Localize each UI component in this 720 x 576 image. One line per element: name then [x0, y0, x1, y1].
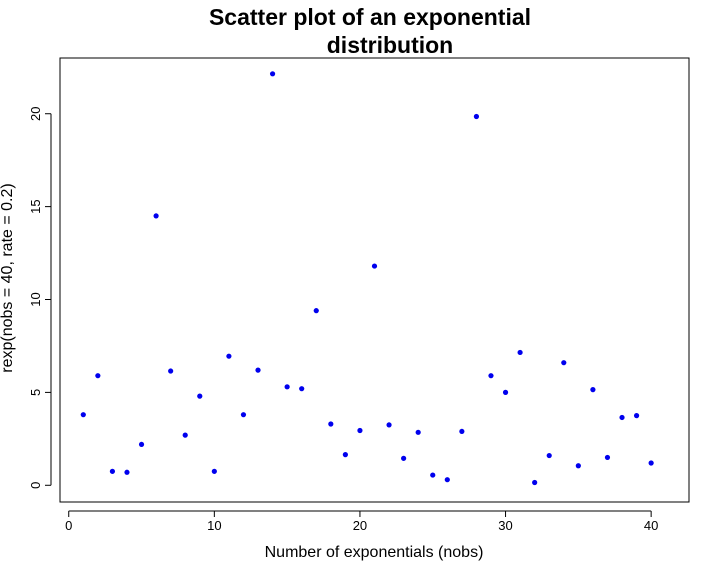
data-point: [561, 360, 567, 366]
x-axis-label: Number of exponentials (nobs): [265, 544, 484, 561]
data-point: [546, 452, 552, 459]
data-point: [342, 452, 348, 458]
data-point: [604, 454, 611, 461]
data-point: [415, 429, 421, 435]
y-axis: 0 5 10 15 20: [28, 106, 52, 489]
data-point: [371, 263, 378, 269]
data-point: [444, 477, 450, 483]
data-point: [284, 384, 290, 390]
data-point: [386, 422, 392, 428]
y-tick-label: 0: [28, 482, 43, 489]
data-point: [124, 469, 130, 475]
data-point: [197, 393, 203, 399]
x-tick-label: 0: [65, 518, 72, 533]
data-point: [532, 479, 538, 486]
data-point: [459, 428, 465, 435]
data-point: [430, 472, 436, 478]
data-point: [473, 113, 480, 120]
data-point: [211, 468, 217, 474]
data-point: [153, 213, 159, 219]
y-tick-label: 10: [28, 292, 43, 306]
chart-title-line-1: Scatter plot of an exponential: [209, 4, 531, 30]
chart-title-line-2: distribution: [327, 32, 453, 58]
data-points: [80, 71, 654, 486]
data-point: [575, 463, 581, 469]
x-tick-label: 20: [353, 518, 367, 533]
data-point: [590, 387, 596, 393]
data-point: [502, 389, 509, 395]
data-point: [619, 414, 625, 421]
x-tick-label: 40: [644, 518, 658, 533]
y-tick-label: 20: [28, 106, 43, 120]
data-point: [240, 412, 247, 418]
x-tick-label: 10: [207, 518, 221, 533]
data-point: [109, 468, 116, 474]
y-tick-label: 5: [28, 389, 43, 396]
data-point: [168, 368, 174, 374]
x-tick-label: 30: [498, 518, 512, 533]
data-point: [80, 412, 86, 418]
data-point: [269, 71, 276, 77]
data-point: [648, 460, 654, 466]
data-point: [299, 386, 305, 392]
data-point: [226, 353, 232, 359]
data-point: [255, 367, 261, 373]
data-point: [313, 308, 319, 314]
y-tick-label: 15: [28, 199, 43, 213]
x-axis: 0 10 20 30 40: [65, 510, 658, 533]
data-point: [401, 455, 407, 461]
data-point: [328, 421, 334, 427]
data-point: [138, 441, 145, 448]
data-point: [95, 373, 101, 379]
data-point: [357, 427, 363, 434]
data-point: [517, 349, 523, 356]
plot-frame: [59, 57, 690, 503]
y-axis-label: rexp(nobs = 40, rate = 0.2): [0, 183, 16, 372]
data-point: [488, 373, 494, 379]
data-point: [633, 413, 640, 419]
data-point: [182, 432, 188, 438]
